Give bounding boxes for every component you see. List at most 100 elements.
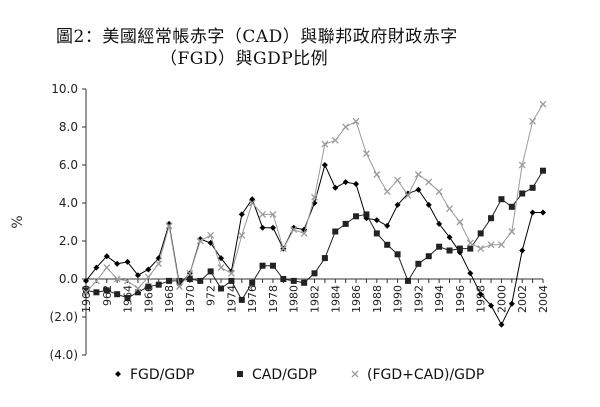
data-point — [435, 188, 443, 196]
data-point — [467, 245, 474, 252]
y-tick-label: (4.0) — [50, 348, 78, 362]
data-point — [425, 201, 432, 208]
data-point — [311, 270, 318, 277]
x-tick-label: 1982 — [309, 285, 322, 313]
data-point — [384, 241, 391, 248]
legend-marker — [115, 371, 121, 377]
data-point — [414, 171, 422, 178]
data-point — [248, 199, 256, 207]
y-tick-label: 10.0 — [51, 82, 78, 96]
y-axis-label: % — [10, 215, 26, 228]
data-point — [466, 239, 474, 247]
data-point — [165, 222, 173, 230]
data-point — [363, 211, 370, 218]
legend-marker — [237, 371, 243, 377]
data-point — [186, 269, 194, 277]
x-tick-label: 2002 — [516, 285, 529, 313]
data-point — [134, 285, 142, 292]
x-tick-label: 1984 — [329, 285, 342, 313]
data-point — [166, 220, 173, 227]
data-point — [415, 260, 422, 267]
data-point — [498, 321, 505, 328]
data-point — [477, 230, 484, 237]
data-point — [269, 224, 276, 231]
y-tick-label: (2.0) — [50, 310, 78, 324]
data-point — [83, 277, 89, 284]
data-point — [300, 229, 308, 237]
data-point — [529, 209, 536, 216]
data-point — [218, 285, 225, 292]
data-point — [238, 296, 245, 303]
data-point — [404, 277, 411, 284]
data-point — [249, 279, 256, 286]
x-tick-labels: 1960962196419661968197097219741976197819… — [80, 279, 550, 313]
data-point — [456, 245, 463, 252]
y-tick-label: 4.0 — [59, 196, 78, 210]
data-point — [342, 220, 349, 227]
data-point — [238, 231, 246, 239]
data-point — [321, 140, 329, 148]
data-point — [332, 184, 339, 191]
data-point — [113, 275, 121, 283]
data-point — [519, 247, 526, 254]
legend-label: (FGD+CAD)/GDP — [367, 367, 484, 383]
data-point — [207, 268, 214, 275]
x-tick-label: 1968 — [163, 285, 176, 313]
data-point — [176, 283, 183, 291]
data-point — [529, 117, 537, 125]
series-group — [82, 100, 547, 328]
data-point — [227, 269, 235, 277]
legend-item-1: FGD/GDP — [115, 367, 194, 383]
data-point — [488, 302, 495, 309]
data-point — [269, 210, 277, 218]
x-tick-label: 1986 — [350, 285, 363, 313]
x-tick-label: 2000 — [495, 285, 508, 313]
legend: FGD/GDP CAD/GDP (FGD+CAD)/GDP — [115, 367, 484, 383]
data-point — [342, 123, 350, 131]
data-point — [353, 181, 360, 187]
data-point — [342, 179, 349, 186]
data-point — [404, 191, 412, 199]
data-point — [456, 218, 464, 226]
data-point — [519, 190, 526, 197]
data-point — [218, 255, 225, 262]
data-point — [498, 196, 505, 203]
data-point — [508, 203, 515, 210]
data-point — [332, 228, 339, 235]
data-point — [446, 247, 453, 254]
data-point — [331, 136, 339, 144]
data-point — [207, 231, 215, 239]
data-point — [540, 209, 546, 216]
data-point — [114, 260, 121, 267]
data-point — [518, 161, 526, 169]
data-point — [425, 178, 433, 186]
axes — [85, 89, 543, 355]
data-point — [217, 264, 225, 272]
data-point — [103, 253, 110, 260]
data-point — [259, 262, 266, 269]
legend-label: CAD/GDP — [252, 367, 317, 383]
data-point — [436, 220, 443, 227]
chart-title-line-2: （FGD）與GDP比例 — [160, 49, 329, 69]
data-point — [446, 234, 453, 241]
data-point — [155, 281, 162, 288]
data-point — [196, 237, 204, 245]
data-point — [487, 241, 495, 249]
x-tick-label: 1988 — [371, 285, 384, 313]
data-point — [394, 201, 401, 208]
data-point — [103, 287, 110, 294]
data-point — [321, 255, 328, 262]
data-point — [93, 264, 100, 271]
x-tick-label: 2004 — [537, 285, 550, 313]
data-point — [508, 228, 516, 235]
data-point — [529, 184, 536, 191]
data-point — [477, 291, 484, 298]
data-point — [353, 213, 360, 220]
data-point — [93, 289, 100, 296]
data-point — [383, 188, 391, 196]
data-point — [497, 241, 505, 249]
data-point — [166, 277, 173, 284]
x-tick-label: 1966 — [142, 285, 155, 313]
data-point — [362, 150, 370, 158]
x-tick-label: 1978 — [267, 285, 280, 313]
